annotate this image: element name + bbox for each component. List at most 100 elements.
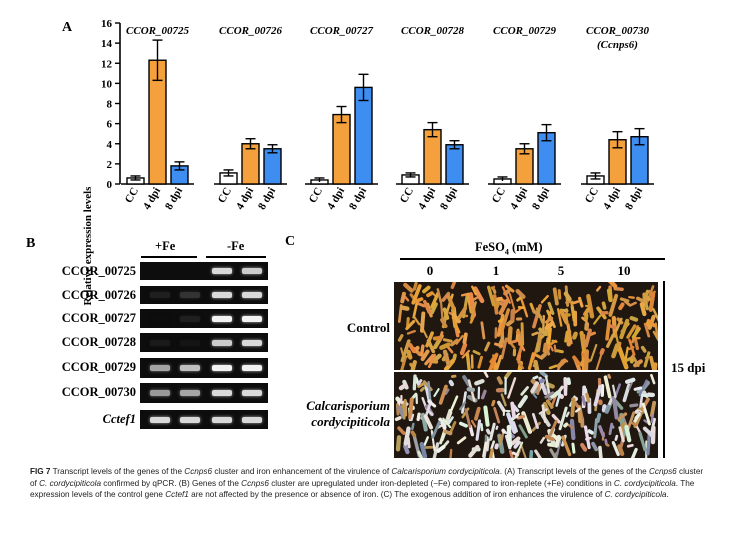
fungus-strand [624, 346, 629, 362]
fungus-strand [491, 399, 496, 407]
fungus-strand [629, 316, 639, 322]
fungus-strand [449, 395, 459, 413]
fungus-strand [634, 407, 641, 414]
y-tick-label: 4 [107, 139, 113, 151]
y-tick-label: 10 [101, 78, 113, 90]
bar [354, 86, 373, 185]
fungus-strand [528, 449, 534, 470]
fungus-strand [496, 400, 506, 413]
fungus-strand [574, 407, 581, 413]
gel-band [180, 390, 200, 396]
fungus-strand [547, 301, 555, 315]
fungus-strand [430, 291, 440, 309]
feso4-subscript: 4 [504, 247, 509, 257]
fungus-strand [646, 431, 651, 456]
fungus-strand [629, 353, 635, 361]
fungus-strand [583, 307, 591, 317]
fungus-strand [472, 286, 485, 304]
fungus-strand [628, 338, 636, 356]
fungus-strand [553, 344, 557, 353]
gel-gene-label: Cctef1 [102, 412, 136, 426]
fungus-strand [459, 342, 468, 356]
fungus-strand [430, 302, 438, 315]
fungus-strand [604, 438, 608, 446]
fungus-strand [400, 291, 407, 304]
fungus-strand [633, 412, 641, 423]
gel-band [212, 268, 232, 274]
fungus-strand [643, 322, 651, 338]
fungus-strand [544, 375, 551, 398]
fungus-strand [544, 391, 555, 399]
fungus-strand [530, 381, 539, 394]
fungus-strand [446, 345, 454, 354]
fungus-strand [619, 297, 630, 303]
fungus-strand [475, 419, 482, 441]
fungus-strand [468, 444, 480, 458]
bar [241, 143, 260, 185]
fungus-strand [544, 434, 555, 442]
fungus-strand [617, 444, 625, 457]
fungus-strand [420, 412, 428, 432]
fe-plus-header: +Fe [155, 239, 176, 253]
fungus-strand [583, 425, 591, 450]
x-tick-label: 8 dpi [256, 186, 278, 212]
fungus-strand [539, 436, 546, 444]
fungus-strand [461, 349, 471, 359]
fungus-strand [442, 349, 451, 366]
fungus-strand [395, 396, 402, 404]
fungus-strand [549, 448, 558, 461]
fungus-strand [650, 373, 656, 385]
feso4-title: FeSO4 (mM) [475, 240, 543, 257]
fungus-strand [416, 412, 421, 422]
fungus-strand [654, 322, 659, 339]
fungus-strand [403, 282, 414, 293]
row-label-infected-line2: cordycipiticola [311, 414, 390, 429]
fungus-strand [503, 289, 511, 296]
panel-a-letter: A [62, 20, 73, 35]
fungus-strand [572, 355, 581, 366]
fungus-strand [613, 399, 624, 410]
gel-band [150, 292, 170, 298]
fungus-strand [406, 316, 410, 328]
gene-title: CCOR_00726 [219, 25, 282, 37]
fungus-strand [532, 375, 539, 380]
fungus-strand [549, 419, 558, 437]
gel-gene-label: CCOR_00729 [61, 360, 136, 374]
gel-band [242, 390, 262, 396]
gel-strip [140, 262, 268, 280]
fungus-strand [507, 377, 517, 399]
fungus-strand [578, 296, 584, 308]
caption-text: cluster are upregulated under iron-deple… [268, 478, 614, 488]
fungus-strand [515, 288, 526, 299]
gel-band [212, 339, 232, 346]
fungus-strand [567, 424, 574, 430]
fungus-strand [411, 422, 415, 431]
fungus-strand [511, 451, 519, 457]
gel-band [242, 268, 262, 274]
gel-gene-label: CCOR_00726 [61, 288, 136, 302]
caption-text: confirmed by qPCR. (B) Genes of the [101, 478, 242, 488]
fungus-strand [608, 397, 614, 406]
x-tick-label: 8 dpi [623, 186, 645, 212]
fungus-strand [641, 402, 651, 426]
fungus-strand [510, 401, 517, 419]
fungus-strand [601, 301, 607, 310]
gel-band [242, 292, 262, 298]
fungus-strand [436, 288, 442, 303]
fungus-strand [593, 314, 602, 325]
fungus-strand [633, 386, 643, 391]
fungus-strand [445, 293, 454, 316]
fungus-strand [580, 442, 588, 452]
fungus-strand [533, 393, 538, 399]
y-tick-label: 14 [101, 38, 113, 50]
gel-gene-label: CCOR_00725 [61, 264, 136, 278]
fungus-strand [517, 394, 528, 409]
fungus-strand [573, 401, 580, 408]
row-label-infected-line1: Calcarisporium [306, 398, 390, 413]
fungus-strand [652, 330, 660, 341]
fungus-strand [539, 378, 546, 384]
fungus-strand [626, 411, 636, 432]
fungus-strand [603, 375, 612, 399]
fungus-strand [571, 442, 576, 454]
fungus-strand [650, 400, 657, 418]
